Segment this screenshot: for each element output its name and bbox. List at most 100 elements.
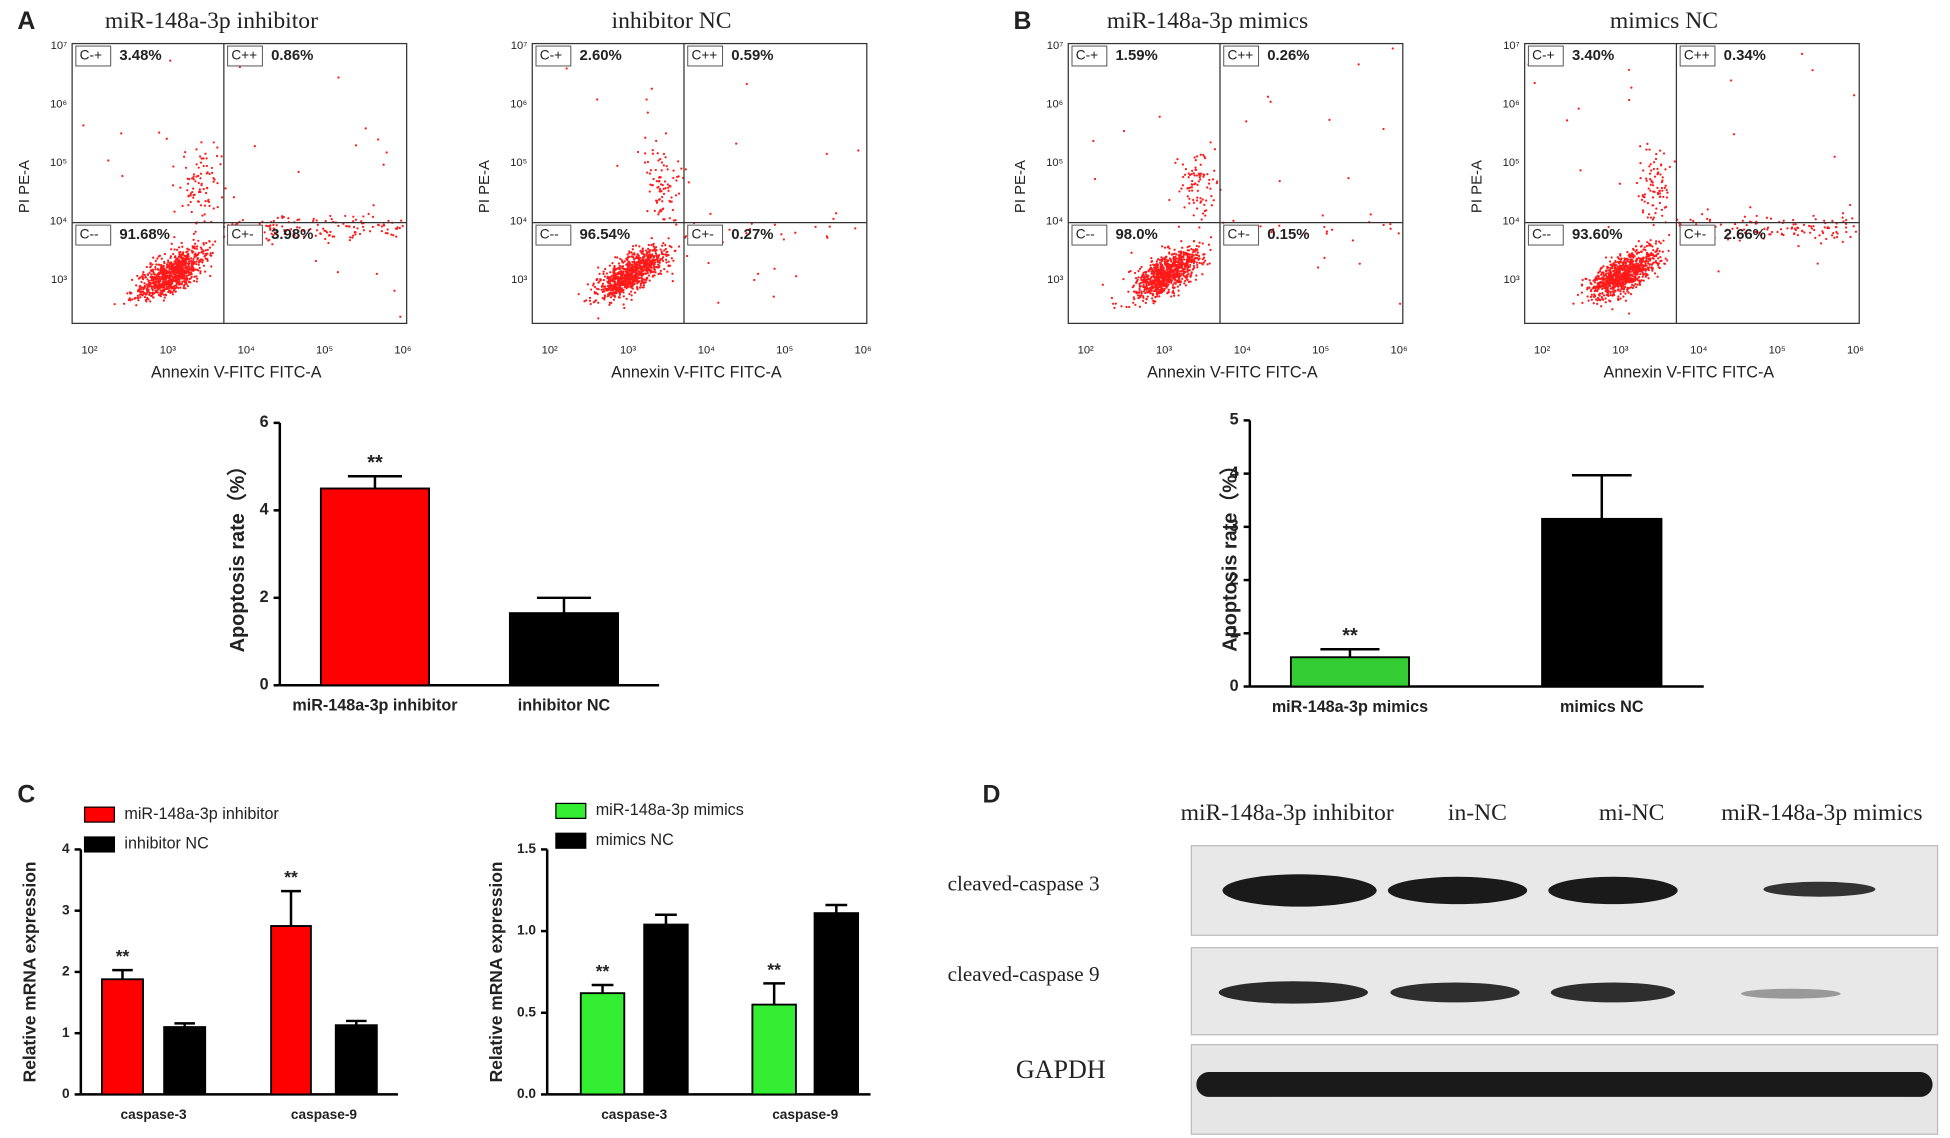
- event-dot: [1152, 263, 1155, 266]
- event-dot: [145, 288, 149, 291]
- event-dot: [1196, 263, 1199, 267]
- event-dot: [1325, 230, 1329, 233]
- event-dot: [193, 255, 196, 259]
- event-dot: [1845, 230, 1848, 234]
- event-dot: [1635, 267, 1638, 270]
- event-dot: [1796, 226, 1799, 229]
- event-dot: [140, 286, 144, 289]
- event-dot: [828, 225, 831, 228]
- event-dot: [188, 259, 191, 263]
- event-dot: [1163, 258, 1166, 261]
- event-dot: [394, 227, 398, 230]
- event-dot: [651, 260, 654, 263]
- event-dot: [1841, 216, 1844, 219]
- event-dot: [276, 216, 279, 220]
- event-dot: [184, 264, 187, 267]
- event-dot: [631, 248, 634, 251]
- event-dot: [184, 257, 187, 260]
- event-dot: [662, 192, 666, 196]
- event-dot: [1207, 182, 1211, 185]
- event-dot: [192, 173, 196, 176]
- event-dot: [658, 179, 661, 183]
- event-dot: [646, 271, 649, 275]
- event-dot: [659, 248, 662, 251]
- event-dot: [1266, 95, 1270, 98]
- event-dot: [604, 287, 607, 290]
- event-dot: [1782, 233, 1785, 237]
- event-dot: [665, 165, 668, 168]
- event-dot: [585, 299, 588, 302]
- event-dot: [1209, 141, 1212, 144]
- event-dot: [1142, 273, 1145, 276]
- event-dot: [352, 220, 355, 223]
- event-dot: [707, 261, 710, 265]
- y-tick-label: 3: [62, 902, 70, 917]
- event-dot: [1654, 242, 1658, 245]
- event-dot: [1630, 86, 1633, 89]
- event-dot: [1192, 172, 1195, 175]
- event-dot: [1158, 271, 1161, 274]
- event-dot: [1600, 285, 1603, 288]
- event-dot: [189, 200, 192, 204]
- event-dot: [1730, 79, 1733, 82]
- legend-swatch: [83, 806, 116, 823]
- y-tick-label: 10⁴: [50, 215, 67, 227]
- event-dot: [1186, 253, 1189, 256]
- event-dot: [728, 228, 731, 231]
- event-dot: [169, 59, 172, 62]
- event-dot: [82, 124, 85, 127]
- event-dot: [636, 278, 639, 281]
- event-dot: [1649, 183, 1652, 186]
- quadrant-label: C++: [231, 48, 257, 63]
- event-dot: [146, 297, 149, 301]
- event-dot: [1796, 233, 1800, 237]
- event-dot: [1835, 226, 1838, 229]
- event-dot: [162, 299, 166, 302]
- event-dot: [1176, 271, 1179, 275]
- event-dot: [1156, 263, 1159, 266]
- event-dot: [1637, 195, 1640, 198]
- event-dot: [367, 212, 370, 215]
- event-dot: [655, 179, 659, 183]
- event-dot: [780, 233, 783, 236]
- event-dot: [1259, 225, 1262, 228]
- event-dot: [175, 257, 178, 260]
- event-dot: [1620, 282, 1623, 285]
- event-dot: [1628, 275, 1632, 278]
- event-dot: [210, 166, 214, 170]
- event-dot: [1184, 279, 1187, 283]
- event-dot: [275, 231, 278, 234]
- event-dot: [131, 298, 134, 301]
- event-dot: [1188, 202, 1191, 205]
- event-dot: [1631, 283, 1634, 286]
- event-dot: [621, 265, 625, 268]
- y-tick-label: 10³: [511, 274, 527, 286]
- event-dot: [283, 232, 286, 236]
- event-dot: [337, 224, 340, 228]
- event-dot: [172, 289, 176, 292]
- y-axis-label: Relative mRNA expression: [20, 861, 40, 1082]
- quadrant-label: C-+: [540, 48, 562, 63]
- event-dot: [1603, 277, 1606, 281]
- event-dot: [782, 238, 785, 241]
- event-dot: [1642, 279, 1645, 282]
- event-dot: [1637, 262, 1640, 265]
- event-dot: [1150, 287, 1154, 290]
- event-dot: [1580, 283, 1584, 286]
- event-dot: [143, 291, 146, 295]
- event-dot: [1645, 244, 1649, 248]
- event-dot: [1648, 165, 1651, 168]
- event-dot: [656, 258, 659, 262]
- event-dot: [1172, 255, 1175, 258]
- event-dot: [1185, 261, 1188, 264]
- quadrant-label: C++: [1227, 48, 1253, 63]
- event-dot: [1719, 223, 1723, 226]
- event-dot: [631, 275, 634, 278]
- x-tick-label: 10⁴: [1690, 345, 1707, 357]
- event-dot: [167, 279, 170, 282]
- event-dot: [1597, 277, 1601, 280]
- event-dot: [609, 271, 612, 274]
- event-dot: [1660, 186, 1664, 190]
- event-dot: [1170, 295, 1173, 298]
- event-dot: [1304, 232, 1308, 235]
